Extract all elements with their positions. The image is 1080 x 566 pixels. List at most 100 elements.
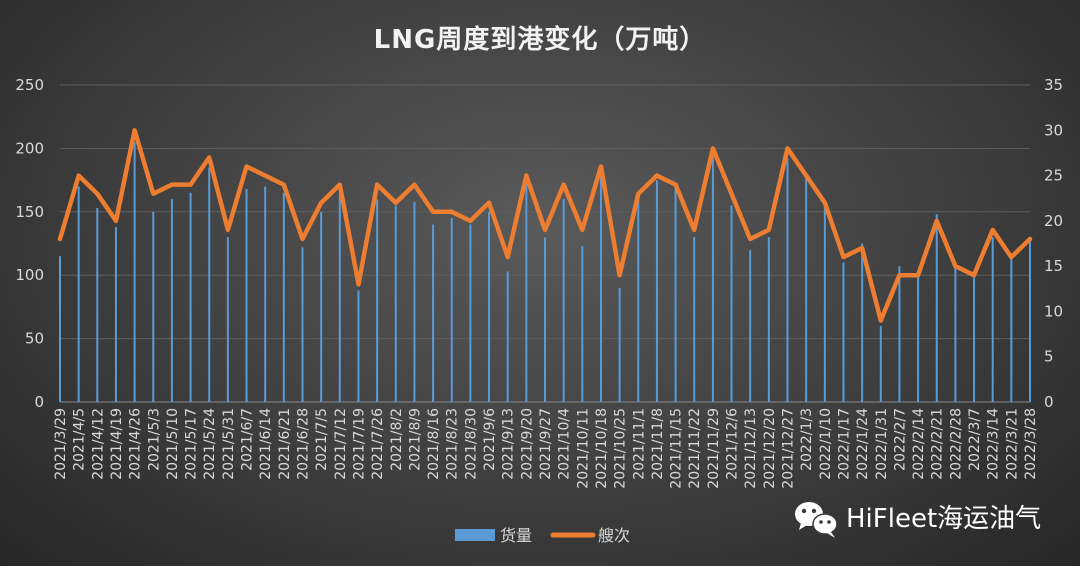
x-tick-label: 2022/3/28 <box>1023 408 1039 480</box>
bar <box>898 266 901 402</box>
x-tick-label: 2021/4/26 <box>128 408 144 480</box>
x-tick-label: 2021/9/6 <box>482 408 498 471</box>
watermark: HiFleet海运油气 <box>795 502 1041 538</box>
y-axis-right: 0 5 10 15 20 25 30 35 <box>1044 76 1063 411</box>
x-tick-label: 2021/9/13 <box>501 408 517 480</box>
bar <box>1010 256 1013 402</box>
series-line <box>57 128 1033 323</box>
bar <box>786 158 789 402</box>
legend: 货量 艘次 <box>455 526 630 545</box>
y-right-tick-label: 25 <box>1044 167 1063 185</box>
x-tick-label: 2021/6/21 <box>277 408 293 480</box>
bar <box>767 237 770 402</box>
bar <box>226 237 229 402</box>
bar <box>544 237 546 402</box>
x-tick-label: 2022/2/7 <box>892 408 908 471</box>
bar <box>879 325 882 402</box>
bar <box>861 243 864 402</box>
bar <box>282 192 285 402</box>
bar <box>674 186 677 402</box>
x-tick-label: 2021/6/14 <box>258 408 274 480</box>
x-tick-label: 2021/11/29 <box>706 408 722 489</box>
x-tick-label: 2021/7/5 <box>314 408 330 471</box>
y-right-tick-label: 0 <box>1044 393 1054 411</box>
bar-series <box>59 142 1031 402</box>
bar <box>320 211 323 402</box>
x-tick-label: 2021/11/8 <box>650 408 666 480</box>
x-tick-label: 2021/3/29 <box>53 408 69 480</box>
bar <box>730 205 733 402</box>
x-tick-label: 2021/11/1 <box>631 408 647 480</box>
bar <box>935 214 938 402</box>
bar <box>599 173 602 402</box>
y-left-tick-label: 200 <box>15 139 44 157</box>
y-left-tick-label: 250 <box>15 76 44 94</box>
bar <box>562 199 565 402</box>
x-tick-label: 2022/1/24 <box>855 408 871 480</box>
bar <box>189 192 192 402</box>
x-tick-label: 2021/12/20 <box>762 408 778 489</box>
bar <box>357 290 360 402</box>
bar <box>450 218 453 402</box>
bar <box>618 287 621 402</box>
x-tick-label: 2021/12/27 <box>781 408 797 489</box>
y-left-tick-label: 0 <box>34 393 44 411</box>
x-tick-label: 2021/5/24 <box>202 408 218 480</box>
bar <box>637 199 640 402</box>
x-tick-label: 2021/10/4 <box>557 408 573 480</box>
x-tick-label: 2021/8/23 <box>445 408 461 480</box>
line-series <box>57 128 1033 323</box>
x-tick-label: 2021/11/22 <box>687 408 703 489</box>
bar <box>973 275 976 402</box>
bar <box>749 249 752 402</box>
x-tick-label: 2021/10/18 <box>594 408 610 489</box>
bar <box>488 211 491 402</box>
bar <box>842 262 845 402</box>
x-tick-label: 2021/8/30 <box>463 408 479 480</box>
bar <box>301 247 304 402</box>
bar <box>264 186 267 402</box>
x-tick-label: 2022/2/28 <box>948 408 964 480</box>
legend-swatch-bar <box>455 529 495 541</box>
bar <box>823 201 826 402</box>
bar <box>917 275 920 402</box>
bar <box>59 256 61 402</box>
bar <box>711 148 714 402</box>
x-tick-label: 2021/11/15 <box>669 408 685 489</box>
x-tick-label: 2021/9/20 <box>519 408 535 480</box>
x-tick-label: 2021/6/7 <box>240 408 256 471</box>
x-tick-label: 2021/10/25 <box>613 408 629 489</box>
bar <box>432 224 435 402</box>
bar <box>469 224 472 402</box>
x-tick-label: 2022/2/14 <box>911 408 927 480</box>
x-tick-label: 2021/12/6 <box>725 408 741 480</box>
legend-label-line: 艘次 <box>598 526 630 545</box>
x-tick-label: 2022/3/14 <box>986 408 1002 480</box>
x-tick-label: 2021/4/12 <box>90 408 106 480</box>
y-right-tick-label: 20 <box>1044 212 1063 230</box>
bar <box>991 237 994 402</box>
legend-label-bar: 货量 <box>500 526 532 545</box>
y-left-tick-label: 150 <box>15 203 44 221</box>
watermark-text: HiFleet海运油气 <box>846 504 1041 534</box>
x-tick-label: 2021/8/2 <box>389 408 405 471</box>
bar <box>152 211 155 402</box>
x-axis: 2021/3/29 2021/4/5 2021/4/12 2021/4/19 2021/… <box>53 408 1039 489</box>
x-tick-label: 2021/6/28 <box>296 408 312 480</box>
x-tick-label: 2021/7/26 <box>370 408 386 480</box>
bar <box>805 176 808 402</box>
bar <box>338 192 341 402</box>
x-tick-label: 2021/8/16 <box>426 408 442 480</box>
bar <box>77 186 80 402</box>
y-right-tick-label: 15 <box>1044 257 1063 275</box>
y-axis-left: 0 50 100 150 200 250 <box>15 76 44 411</box>
bar <box>525 180 528 402</box>
x-tick-label: 2021/7/19 <box>351 408 367 480</box>
y-left-tick-label: 50 <box>25 330 44 348</box>
wechat-icon <box>795 502 838 538</box>
x-tick-label: 2021/5/17 <box>184 408 200 480</box>
x-tick-label: 2022/3/21 <box>1004 408 1020 480</box>
x-tick-label: 2021/7/12 <box>333 408 349 480</box>
x-tick-label: 2021/5/31 <box>221 408 237 480</box>
